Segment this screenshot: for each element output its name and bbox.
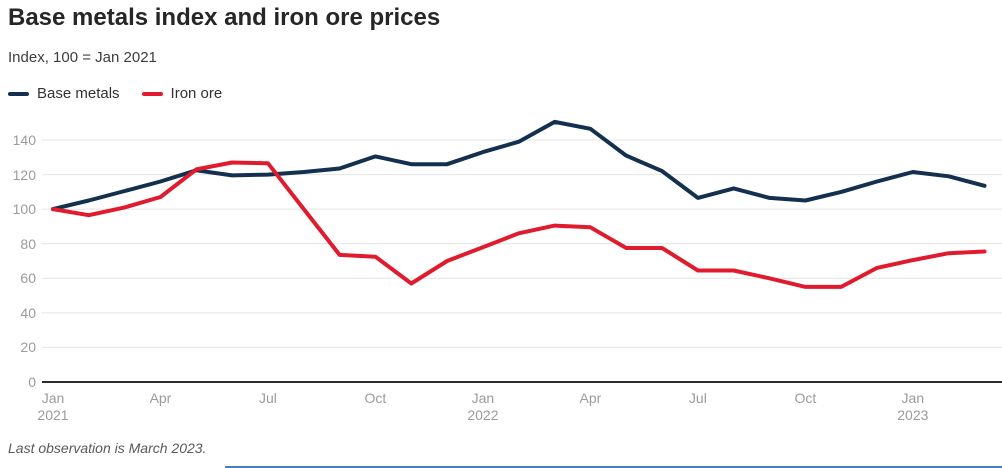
x-axis-tick-label: Oct: [794, 390, 817, 406]
legend-item-base-metals: Base metals: [8, 85, 120, 102]
iron-ore-line-swatch-icon: [141, 91, 163, 96]
x-axis-tick-label: Jan: [901, 390, 925, 406]
x-axis-tick-label: Jul: [688, 390, 707, 406]
series-line-iron-ore: [51, 160, 987, 289]
bottom-divider: [225, 466, 1002, 468]
chart-footnote: Last observation is March 2023.: [8, 440, 207, 456]
y-axis-tick-label: 120: [12, 166, 36, 183]
base-metals-line-swatch-icon: [8, 91, 29, 96]
x-axis-year-label: 2023: [897, 407, 929, 423]
y-axis-tick-label: 80: [20, 235, 36, 252]
x-axis-tick-label: Jan: [41, 390, 65, 406]
x-axis-tick-label: Apr: [149, 390, 172, 406]
x-axis-tick-label: Oct: [364, 390, 387, 406]
chart-subtitle: Index, 100 = Jan 2021: [8, 49, 157, 66]
plot-area: 0 20 40 60 80 100 120 140 Jan 2021 Apr Jul Oct Jan 202…: [12, 119, 1002, 423]
legend-item-iron-ore: Iron ore: [141, 85, 223, 102]
x-axis-tick-label: Jan: [471, 390, 495, 406]
legend-label-iron-ore: Iron ore: [170, 85, 223, 102]
legend-label-base-metals: Base metals: [37, 85, 120, 102]
y-axis-tick-label: 140: [12, 132, 36, 148]
y-axis-tick-label: 20: [20, 339, 36, 356]
y-axis-tick-label: 0: [28, 374, 36, 390]
x-axis-year-label: 2021: [37, 407, 69, 423]
x-axis-year-label: 2022: [467, 407, 499, 423]
y-axis-tick-label: 40: [20, 304, 36, 321]
y-axis-tick-label: 100: [12, 201, 36, 218]
y-axis-tick-label: 60: [20, 270, 36, 287]
series-line-base-metals: [51, 119, 987, 212]
line-chart-canvas: [42, 119, 1002, 383]
x-axis-tick-label: Apr: [579, 390, 602, 406]
x-axis-tick-label: Jul: [259, 390, 277, 406]
chart-title: Base metals index and iron ore prices: [8, 4, 441, 31]
chart-legend: Base metals Iron ore: [8, 85, 222, 102]
